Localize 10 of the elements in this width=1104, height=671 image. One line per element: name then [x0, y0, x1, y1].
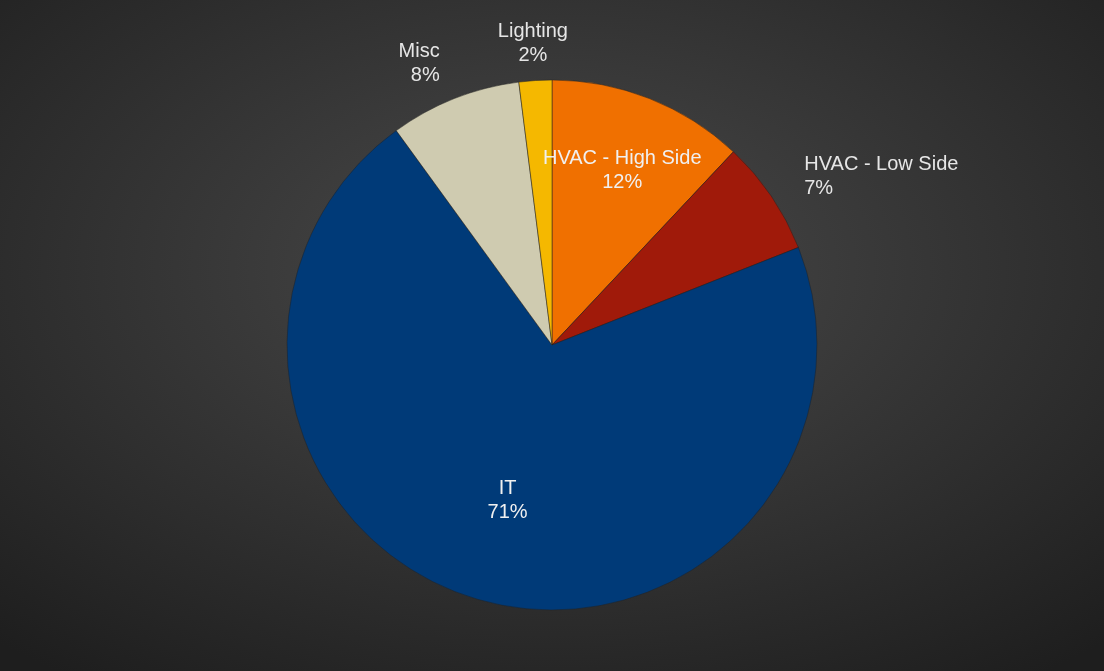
data-label: 71% [487, 499, 528, 522]
data-label: 7% [804, 175, 834, 198]
data-label: 2% [518, 42, 548, 65]
data-label: 8% [410, 63, 440, 86]
slice-label: Lighting [497, 18, 568, 41]
slice-label: Misc [398, 39, 440, 62]
slice-label: HVAC - High Side [542, 145, 702, 168]
slice-label: IT [498, 475, 517, 498]
slice-label: HVAC - Low Side [804, 151, 959, 174]
data-label: 12% [602, 169, 643, 192]
